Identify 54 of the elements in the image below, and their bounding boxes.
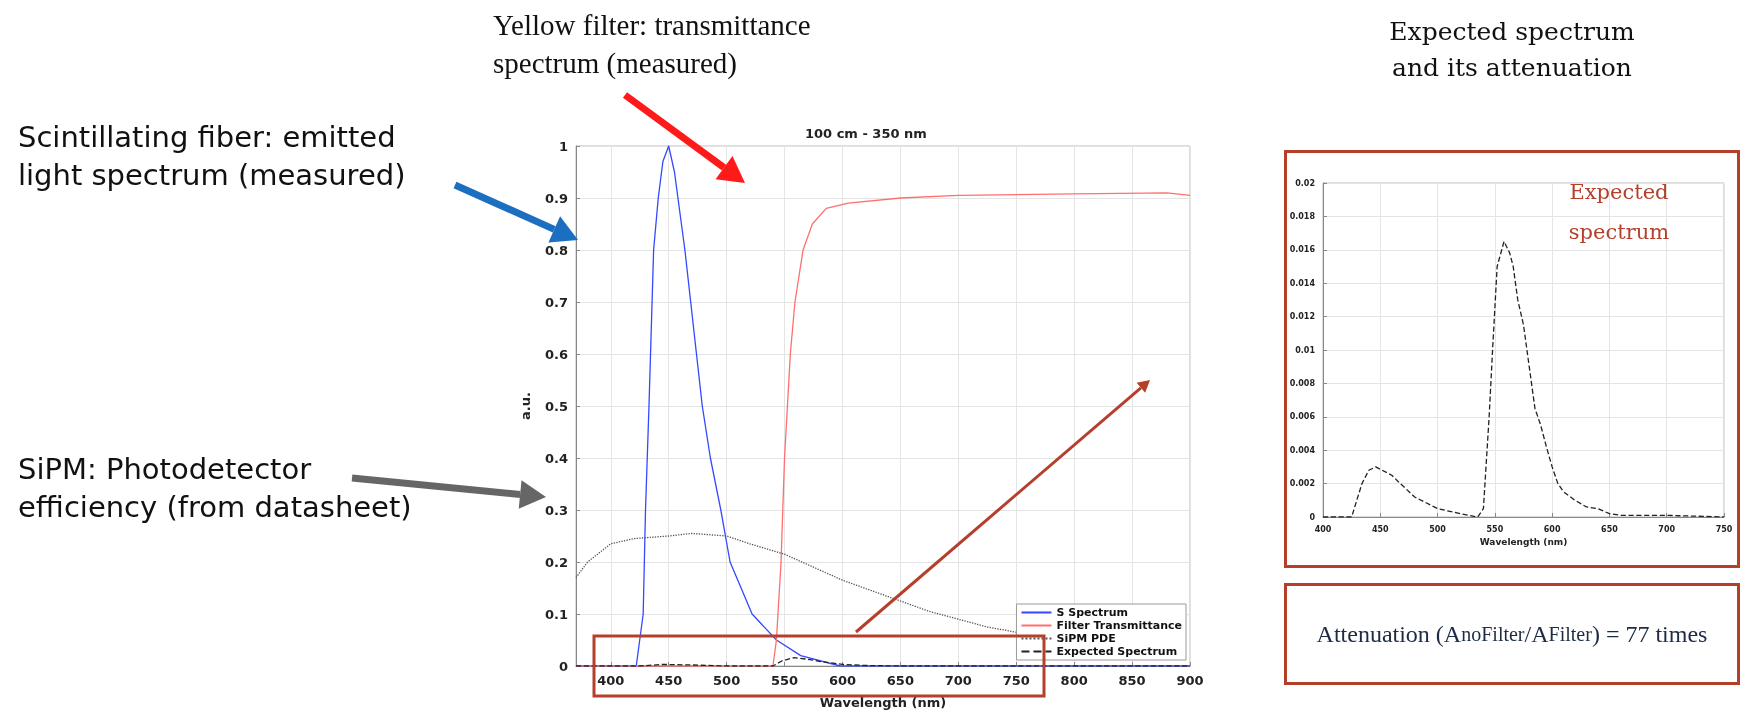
y-tick-label: 0.1 [544, 606, 568, 622]
y-tick-label: 0.004 [1289, 445, 1316, 455]
y-tick-label: 0.8 [544, 242, 568, 258]
text: Scintillating fiber: emitted light spectrum (measured) [18, 119, 407, 194]
legend-label: Filter Transmittance [1056, 619, 1183, 632]
y-tick-label: 0.5 [544, 398, 568, 414]
x-tick-label: 600 [828, 673, 857, 688]
y-tick-label: 0.016 [1289, 245, 1316, 255]
x-tick-label: 700 [1658, 524, 1676, 534]
x-tick-label: 500 [1429, 524, 1447, 534]
x-tick-label: 400 [597, 673, 625, 688]
x-tick-label: 450 [1371, 524, 1390, 534]
y-tick-label: 0.006 [1289, 412, 1316, 422]
x-tick-label: 400 [1314, 524, 1332, 534]
x-tick-label: 700 [944, 673, 972, 688]
x-tick-label: 550 [1486, 524, 1504, 534]
x-tick-label: 650 [1601, 524, 1619, 534]
y-tick-label: 0 [558, 658, 568, 674]
y-tick-label: 0.4 [544, 450, 568, 466]
y-tick-label: 0.02 [1295, 178, 1315, 188]
y-tick-label: 0.9 [544, 190, 568, 206]
chart-title: 100 cm - 350 nm [805, 126, 927, 141]
legend-label: Expected Spectrum [1056, 645, 1178, 658]
legend-label: S Spectrum [1056, 606, 1128, 619]
y-tick-label: 0.018 [1289, 211, 1316, 221]
y-tick-label: 0.002 [1289, 479, 1315, 489]
x-tick-label: 650 [886, 673, 914, 688]
legend-label: SiPM PDE [1056, 632, 1116, 645]
y-tick-label: 0.01 [1295, 345, 1316, 355]
x-tick-label: 850 [1118, 673, 1146, 688]
y-tick-label: 0.2 [544, 554, 568, 570]
y-tick-label: 0.3 [544, 502, 568, 518]
x-axis-title: Wavelength (nm) [819, 695, 947, 710]
y-axis-title: a.u. [518, 392, 533, 420]
x-tick-label: 900 [1176, 673, 1204, 688]
y-tick-label: 0.7 [544, 294, 568, 310]
x-tick-label: 750 [1002, 673, 1030, 688]
text: SiPM: Photodetector efficiency (from datasheet) [18, 451, 413, 526]
y-tick-label: 0.008 [1289, 378, 1316, 388]
x-tick-label: 450 [655, 673, 683, 688]
x-axis-title: Wavelength (nm) [1479, 537, 1568, 548]
y-tick-label: 0 [1309, 512, 1316, 522]
x-tick-label: 550 [770, 673, 799, 688]
annotation: Expected spectrum [1567, 179, 1671, 246]
text: Yellow filter: transmittance spectrum (measured) [493, 8, 812, 81]
y-tick-label: 0.6 [544, 346, 568, 362]
chart-title: Expected spectrum and its attenuation [1388, 16, 1636, 84]
x-tick-label: 500 [713, 673, 741, 688]
x-tick-label: 750 [1715, 524, 1733, 534]
x-tick-label: 800 [1060, 673, 1088, 688]
y-tick-label: 1 [558, 138, 568, 154]
y-tick-label: 0.012 [1289, 312, 1315, 322]
y-tick-label: 0.014 [1289, 278, 1316, 288]
x-tick-label: 600 [1543, 524, 1561, 534]
